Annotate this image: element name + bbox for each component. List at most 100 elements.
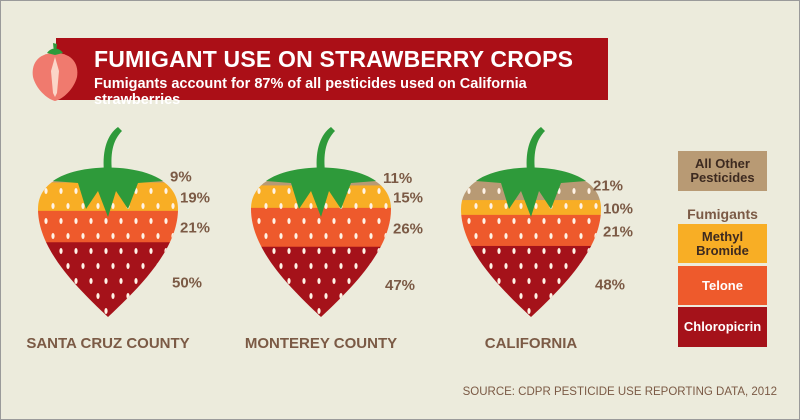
seed [347, 278, 351, 284]
seed [287, 218, 291, 224]
seed [264, 203, 268, 209]
value-label: 19% [180, 190, 210, 207]
seed [279, 293, 283, 299]
seed [302, 248, 306, 254]
seed [474, 233, 478, 239]
seed [126, 293, 130, 299]
seed [74, 248, 78, 254]
seed [594, 203, 598, 209]
seed [497, 308, 501, 314]
seed [332, 218, 336, 224]
seed [272, 218, 276, 224]
seed [44, 218, 48, 224]
seed [134, 248, 138, 254]
seed [59, 308, 63, 314]
seed [519, 293, 523, 299]
seed [164, 218, 168, 224]
seed [362, 308, 366, 314]
seed [44, 188, 48, 194]
seed [564, 233, 568, 239]
seed [111, 263, 115, 269]
seed [272, 188, 276, 194]
seed [171, 233, 175, 239]
seed [302, 308, 306, 314]
seed [534, 293, 538, 299]
seed [156, 263, 160, 269]
seed [126, 233, 130, 239]
seed [557, 248, 561, 254]
seed [257, 248, 261, 254]
seed [96, 233, 100, 239]
seed [74, 218, 78, 224]
value-label: 10% [603, 200, 633, 217]
seed [111, 203, 115, 209]
seed [339, 293, 343, 299]
seed [317, 248, 321, 254]
seed [377, 248, 381, 254]
value-label: 9% [170, 169, 192, 186]
seed [527, 248, 531, 254]
stem [526, 127, 545, 171]
seed [489, 263, 493, 269]
seed [309, 293, 313, 299]
seed [542, 248, 546, 254]
seed [384, 233, 388, 239]
seed [519, 203, 523, 209]
value-label: 26% [393, 220, 423, 237]
seed [51, 293, 55, 299]
seed [309, 233, 313, 239]
seed [384, 263, 388, 269]
legend-item: Telone [678, 266, 767, 305]
seed [51, 263, 55, 269]
seed [59, 248, 63, 254]
title-banner: FUMIGANT USE ON STRAWBERRY CROPS Fumigan… [56, 38, 608, 108]
seed [467, 248, 471, 254]
seed [81, 263, 85, 269]
stem [103, 127, 122, 171]
seed [369, 263, 373, 269]
seed [542, 278, 546, 284]
seed [467, 218, 471, 224]
seed [497, 188, 501, 194]
value-label: 11% [383, 170, 412, 187]
chart-subtitle: Fumigants account for 87% of all pestici… [94, 76, 527, 108]
seed [512, 218, 516, 224]
seed [572, 308, 576, 314]
seed [141, 263, 145, 269]
seed [504, 203, 508, 209]
seed [119, 278, 123, 284]
seed [497, 278, 501, 284]
seed [119, 248, 123, 254]
legend-item: Methyl Bromide [678, 224, 767, 263]
seed [279, 233, 283, 239]
seed [302, 278, 306, 284]
seed [557, 308, 561, 314]
seed [467, 188, 471, 194]
seed [51, 233, 55, 239]
seed [59, 188, 63, 194]
seed [332, 278, 336, 284]
seed [272, 308, 276, 314]
seed [171, 203, 175, 209]
seed [377, 278, 381, 284]
seed [89, 278, 93, 284]
seed [81, 203, 85, 209]
seed [96, 293, 100, 299]
seed [347, 218, 351, 224]
seed [527, 278, 531, 284]
legend-item: All Other Pesticides [678, 151, 767, 191]
seed [497, 248, 501, 254]
seed [557, 278, 561, 284]
stem [316, 127, 335, 171]
seed [104, 278, 108, 284]
value-label: 21% [593, 178, 623, 195]
seed [104, 308, 108, 314]
category-label: SANTA CRUZ COUNTY [26, 335, 189, 352]
seed [272, 248, 276, 254]
seed [354, 203, 358, 209]
seed [497, 218, 501, 224]
seed [156, 293, 160, 299]
seed [51, 203, 55, 209]
seed [264, 293, 268, 299]
seed [149, 248, 153, 254]
